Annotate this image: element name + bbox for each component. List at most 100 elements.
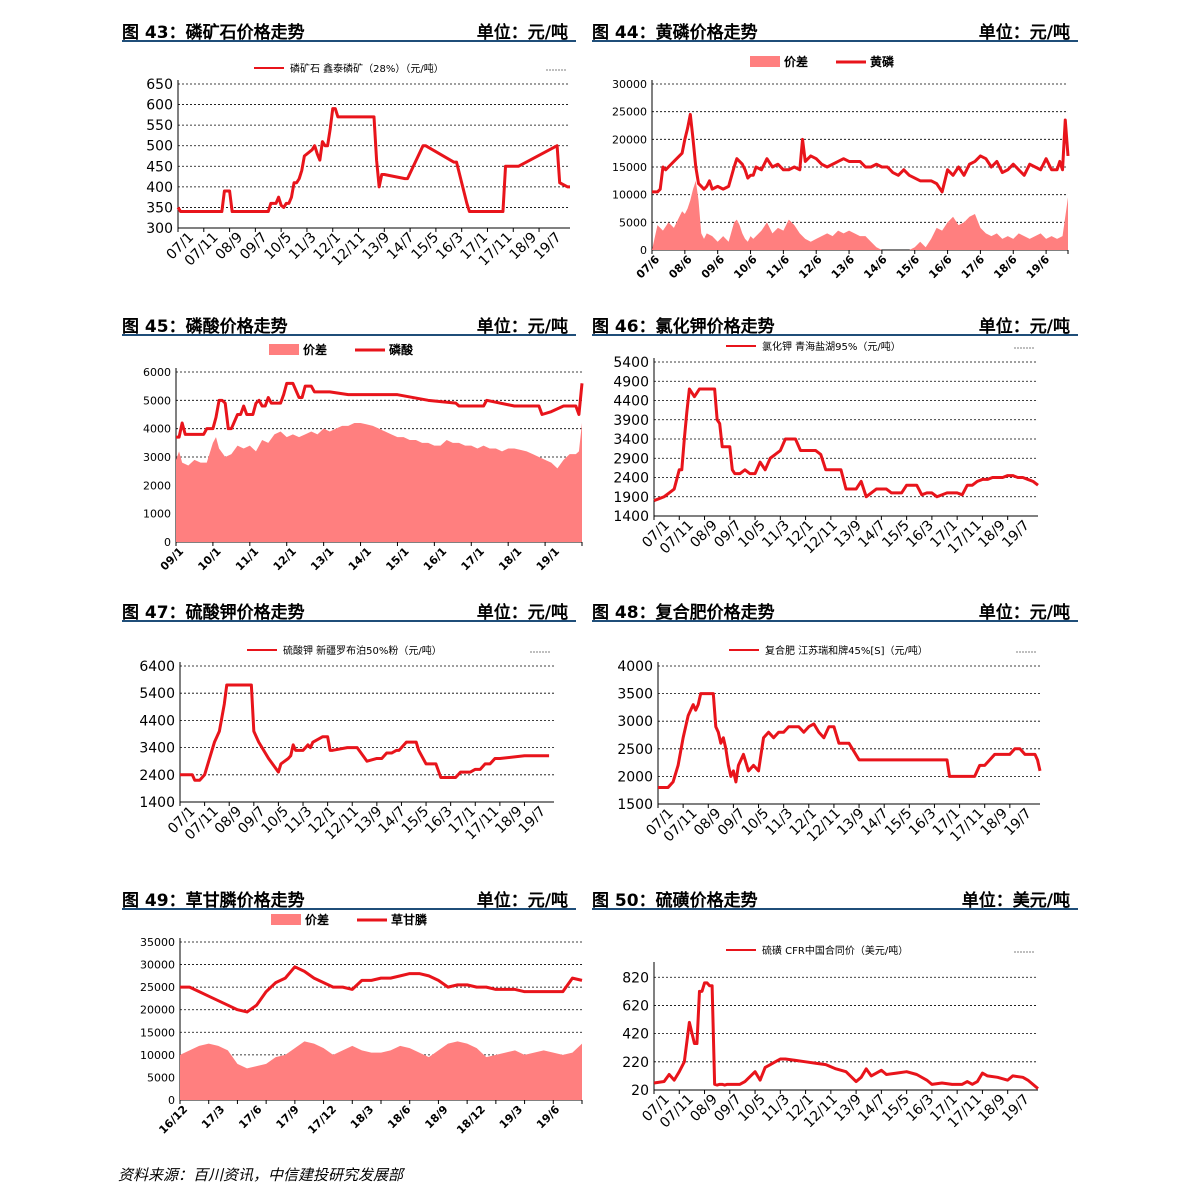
x-tick-label: 19/7 xyxy=(1001,806,1035,840)
y-tick-label: 3500 xyxy=(617,687,653,703)
y-tick-label: 30000 xyxy=(140,959,175,972)
y-tick-label: 2500 xyxy=(617,742,653,758)
y-tick-label: 620 xyxy=(622,998,649,1014)
y-tick-label: 1400 xyxy=(139,795,175,811)
chart-title: 图 44：黄磷价格走势 xyxy=(592,23,758,43)
y-tick-label: 25000 xyxy=(140,981,175,994)
source-note: 资料来源：百川资讯，中信建投研究发展部 xyxy=(118,1166,404,1184)
chart-unit: 单位：美元/吨 xyxy=(961,891,1070,911)
panel-c45: 图 45：磷酸价格走势 单位：元/吨 0 1000 2000 3000 4000 5000… xyxy=(122,308,584,576)
y-tick-label: 20000 xyxy=(612,133,647,146)
x-tick-label: 14/7 xyxy=(384,230,418,264)
chart-unit: 单位：元/吨 xyxy=(978,603,1070,623)
y-tick-label: 35000 xyxy=(140,936,175,949)
x-tick-label: 18/9 xyxy=(507,230,541,264)
line-series-硫酸钾 xyxy=(180,683,550,782)
y-tick-label: 820 xyxy=(622,970,649,986)
legend-swatch xyxy=(750,56,780,67)
x-tick-label: 17/9 xyxy=(274,1103,302,1131)
x-tick-label: 14/6 xyxy=(861,253,890,282)
panel-title-bar: 图 45：磷酸价格走势 单位：元/吨 xyxy=(122,308,576,337)
y-tick-label: 5000 xyxy=(619,216,647,229)
panel-c47: 图 47：硫酸钾价格走势 单位：元/吨 1400 2400 3400 4400 5400… xyxy=(122,594,576,856)
chart-phosphoric-acid: 0 1000 2000 3000 4000 5000 6000 09/1 10/1 11/1 12/… xyxy=(143,342,584,573)
x-tick-label: 18/6 xyxy=(385,1103,414,1132)
y-tick-label: 3400 xyxy=(139,741,175,757)
panel-title-bar: 图 43：磷矿石价格走势 单位：元/吨 xyxy=(122,14,576,43)
x-tick-label: 19/3 xyxy=(497,1103,525,1131)
x-tick-label: 15/6 xyxy=(894,253,923,282)
y-tick-label: 650 xyxy=(146,77,173,93)
legend-swatch xyxy=(271,914,301,925)
x-tick-label: 13/1 xyxy=(308,545,336,573)
x-tick-label: 17/12 xyxy=(305,1103,339,1137)
y-tick-label: 30000 xyxy=(612,78,647,91)
panel-title-bar: 图 49：草甘膦价格走势 单位：元/吨 xyxy=(122,882,576,911)
panel-c49: 图 49：草甘膦价格走势 单位：元/吨 0 5000 10000 15000 20000… xyxy=(122,882,583,1144)
y-tick-label: 4400 xyxy=(139,713,175,729)
y-tick-label: 3400 xyxy=(613,432,649,448)
legend: 价差 磷酸 xyxy=(269,342,414,357)
y-tick-label: 3000 xyxy=(617,714,653,730)
y-tick-label: 15000 xyxy=(140,1026,175,1039)
chart-title: 图 45：磷酸价格走势 xyxy=(122,317,288,337)
y-tick-label: 20 xyxy=(631,1083,649,1099)
y-tick-label: 2400 xyxy=(139,768,175,784)
x-tick-label: 16/12 xyxy=(156,1103,190,1137)
legend-label: 价差 xyxy=(784,54,808,69)
y-tick-label: 550 xyxy=(146,118,173,134)
chart-title: 图 43：磷矿石价格走势 xyxy=(122,23,305,43)
y-tick-label: 400 xyxy=(146,180,173,196)
x-tick-label: 18/1 xyxy=(496,545,524,573)
panel-c50: 图 50：硫磺价格走势 单位：美元/吨 20 220 420 620 820 07/1 07… xyxy=(592,882,1078,1144)
chart-potassium-sulfate: 14002400340044005400640007/107/1108/909/… xyxy=(139,644,554,843)
y-tick-label: 1400 xyxy=(613,509,649,525)
panel-title-bar: 图 47：硫酸钾价格走势 单位：元/吨 xyxy=(122,594,576,623)
x-tick-label: 10/5 xyxy=(262,230,296,264)
y-tick-label: 2900 xyxy=(613,451,649,467)
chart-title: 图 50：硫磺价格走势 xyxy=(592,891,758,911)
x-tick-label: 15/1 xyxy=(383,545,411,573)
chart-sulfur: 2022042062082007/107/1108/909/710/511/31… xyxy=(622,944,1039,1131)
y-tick-label: 15000 xyxy=(612,161,647,174)
y-tick-label: 20000 xyxy=(140,1004,175,1017)
x-tick-label: 13/9 xyxy=(360,230,394,264)
x-tick-label: 08/6 xyxy=(666,253,695,282)
y-tick-label: 0 xyxy=(168,1094,175,1107)
y-tick-label: 4900 xyxy=(613,374,649,390)
chart-unit: 单位：元/吨 xyxy=(476,317,568,337)
legend: 磷矿石 鑫泰磷矿（28%）（元/吨） xyxy=(254,62,566,75)
y-tick-label: 1000 xyxy=(143,508,171,521)
x-tick-label: 09/1 xyxy=(158,545,186,573)
x-tick-label: 10/1 xyxy=(195,545,223,573)
legend-swatch xyxy=(269,344,299,355)
panel-title-bar: 图 50：硫磺价格走势 单位：美元/吨 xyxy=(592,882,1078,911)
chart-unit: 单位：元/吨 xyxy=(476,603,568,623)
y-tick-label: 1500 xyxy=(617,797,653,813)
panel-c48: 图 48：复合肥价格走势 单位：元/吨 1500 2000 2500 3000 3500… xyxy=(592,594,1078,856)
y-tick-label: 4000 xyxy=(143,423,171,436)
legend-label: 硫酸钾 新疆罗布泊50%粉（元/吨） xyxy=(283,644,442,657)
panel-c46: 图 46：氯化钾价格走势 单位：元/吨 1400 1900 2400 2900 3400… xyxy=(592,308,1078,576)
legend-label: 磷酸 xyxy=(389,342,414,357)
chart-yellow-phosphorus: 0 5000 10000 15000 20000 25000 30000 07/6 08/6 09… xyxy=(612,54,1070,282)
x-tick-label: 19/1 xyxy=(534,545,562,573)
x-tick-label: 18/12 xyxy=(454,1103,488,1137)
y-tick-label: 3000 xyxy=(143,451,171,464)
y-tick-label: 25000 xyxy=(612,106,647,119)
chart-unit: 单位：元/吨 xyxy=(476,23,568,43)
legend-label: 磷矿石 鑫泰磷矿（28%）（元/吨） xyxy=(290,62,444,75)
legend-label: 复合肥 江苏瑞和牌45%[S]（元/吨） xyxy=(765,644,928,657)
y-tick-label: 5400 xyxy=(613,355,649,371)
y-tick-label: 350 xyxy=(146,200,173,216)
y-tick-label: 6000 xyxy=(143,366,171,379)
y-tick-label: 5000 xyxy=(143,394,171,407)
panel-title-bar: 图 48：复合肥价格走势 单位：元/吨 xyxy=(592,594,1078,623)
chart-potassium-chloride: 14001900240029003400390044004900540007/1… xyxy=(613,340,1039,557)
x-tick-label: 11/6 xyxy=(764,253,793,282)
y-tick-label: 10000 xyxy=(140,1049,175,1062)
x-tick-label: 16/6 xyxy=(926,253,955,282)
x-tick-label: 10/6 xyxy=(731,253,760,282)
y-tick-label: 4400 xyxy=(613,394,649,410)
x-tick-label: 08/9 xyxy=(213,230,247,264)
